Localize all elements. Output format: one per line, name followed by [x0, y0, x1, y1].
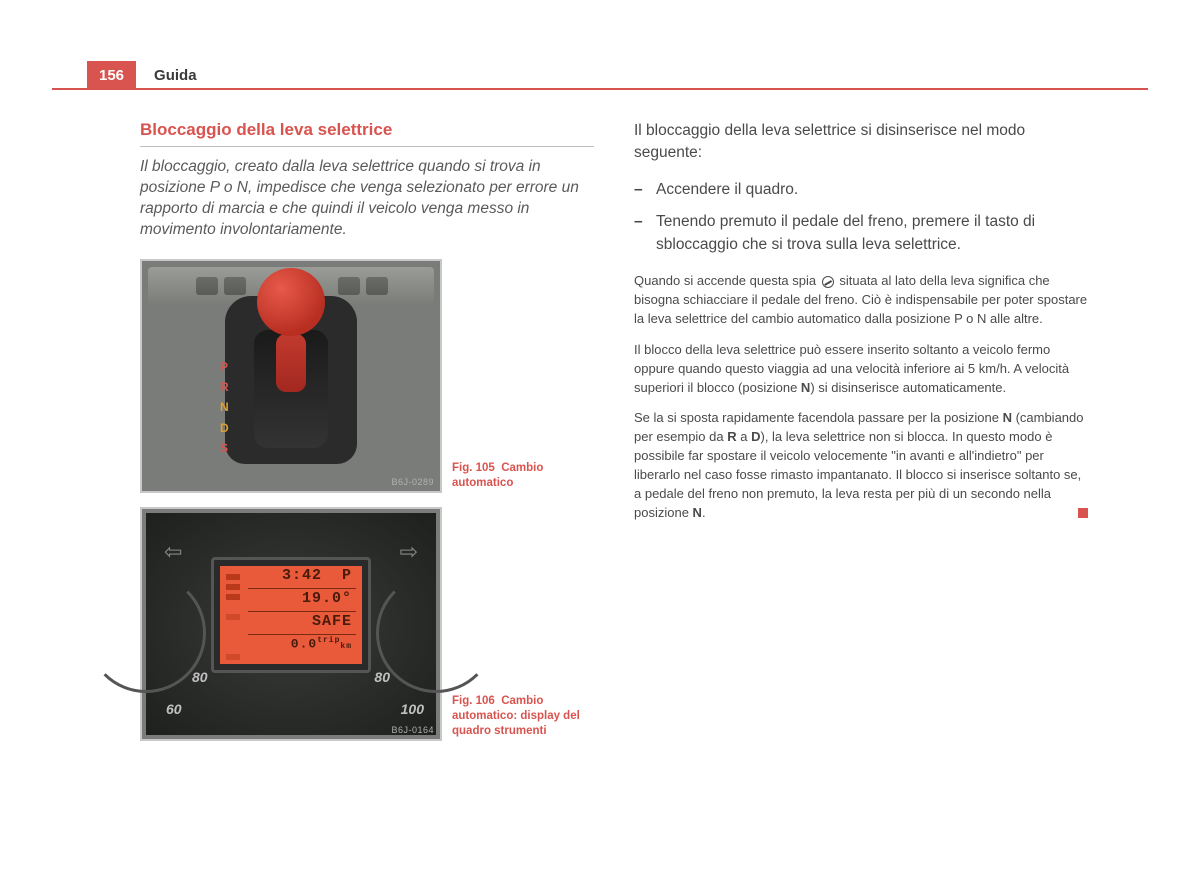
- gauge-number: 100: [401, 701, 424, 717]
- display-frame: 3:42 P 19.0° SAFE 0.0tripkm: [211, 557, 371, 673]
- instruction-list: Accendere il quadro. Tenendo premuto il …: [634, 179, 1088, 256]
- header-section-title: Guida: [154, 67, 197, 88]
- gear-label-s: S: [220, 438, 229, 458]
- paragraph: Il blocco della leva selettrice può esse…: [634, 341, 1088, 398]
- section-end-icon: [1078, 508, 1088, 518]
- gear-label-p: P: [220, 357, 229, 377]
- content-area: Bloccaggio della leva selettrice Il bloc…: [140, 120, 1088, 755]
- gear-label-n: N: [220, 397, 229, 417]
- right-column: Il bloccaggio della leva selettrice si d…: [634, 120, 1088, 755]
- gear-position-labels: P R N D S: [220, 357, 229, 459]
- gear-stem: [276, 334, 306, 392]
- brake-warning-icon: [822, 276, 834, 288]
- dash-button: [366, 277, 388, 295]
- display-screen: 3:42 P 19.0° SAFE 0.0tripkm: [220, 566, 362, 664]
- figure-105-image: P R N D S B6J-0289: [140, 259, 442, 493]
- figure-105: P R N D S B6J-0289 Fig. 105 Cambio autom…: [140, 259, 594, 493]
- turn-signal-right-icon: ⇨: [400, 539, 418, 565]
- dash-button: [338, 277, 360, 295]
- list-item: Accendere il quadro.: [634, 179, 1088, 201]
- gear-label-r: R: [220, 377, 229, 397]
- figure-106: ⇦ ⇨ 60 80 80 100: [140, 507, 594, 741]
- figure-label: Fig. 105: [452, 462, 495, 474]
- section-title: Bloccaggio della leva selettrice: [140, 120, 594, 140]
- left-column: Bloccaggio della leva selettrice Il bloc…: [140, 120, 594, 755]
- dash-button: [196, 277, 218, 295]
- gauge-number: 80: [192, 669, 208, 685]
- image-code: B6J-0289: [391, 477, 434, 487]
- right-gauge: [376, 573, 496, 693]
- gauge-number: 60: [166, 701, 182, 717]
- display-status: SAFE: [312, 613, 352, 630]
- paragraph: Il bloccaggio della leva selettrice si d…: [634, 120, 1088, 165]
- instrument-cluster: ⇦ ⇨ 60 80 80 100: [146, 513, 436, 735]
- left-gauge: [86, 573, 206, 693]
- dash-button: [224, 277, 246, 295]
- figure-106-caption: Fig. 106 Cambio automatico: display del …: [452, 694, 594, 741]
- paragraph: Se la si sposta rapidamente facendola pa…: [634, 409, 1088, 522]
- display-temp: 19.0°: [302, 590, 352, 607]
- figure-106-image: ⇦ ⇨ 60 80 80 100: [140, 507, 442, 741]
- paragraph: Quando si accende questa spia situata al…: [634, 272, 1088, 329]
- display-trip: 0.0tripkm: [291, 636, 352, 651]
- turn-signal-left-icon: ⇦: [164, 539, 182, 565]
- figure-105-caption: Fig. 105 Cambio automatico: [452, 461, 594, 493]
- page-header: 156 Guida: [52, 58, 1148, 90]
- page-number: 156: [87, 61, 136, 88]
- title-divider: [140, 146, 594, 147]
- image-code: B6J-0164: [391, 725, 434, 735]
- intro-paragraph: Il bloccaggio, creato dalla leva selettr…: [140, 157, 594, 241]
- figure-label: Fig. 106: [452, 695, 495, 707]
- gear-knob: [257, 268, 325, 336]
- gauge-number: 80: [374, 669, 390, 685]
- list-item: Tenendo premuto il pedale del freno, pre…: [634, 211, 1088, 256]
- display-time-gear: 3:42 P: [282, 567, 352, 584]
- gear-label-d: D: [220, 418, 229, 438]
- fuel-gauge-icon: [224, 570, 242, 660]
